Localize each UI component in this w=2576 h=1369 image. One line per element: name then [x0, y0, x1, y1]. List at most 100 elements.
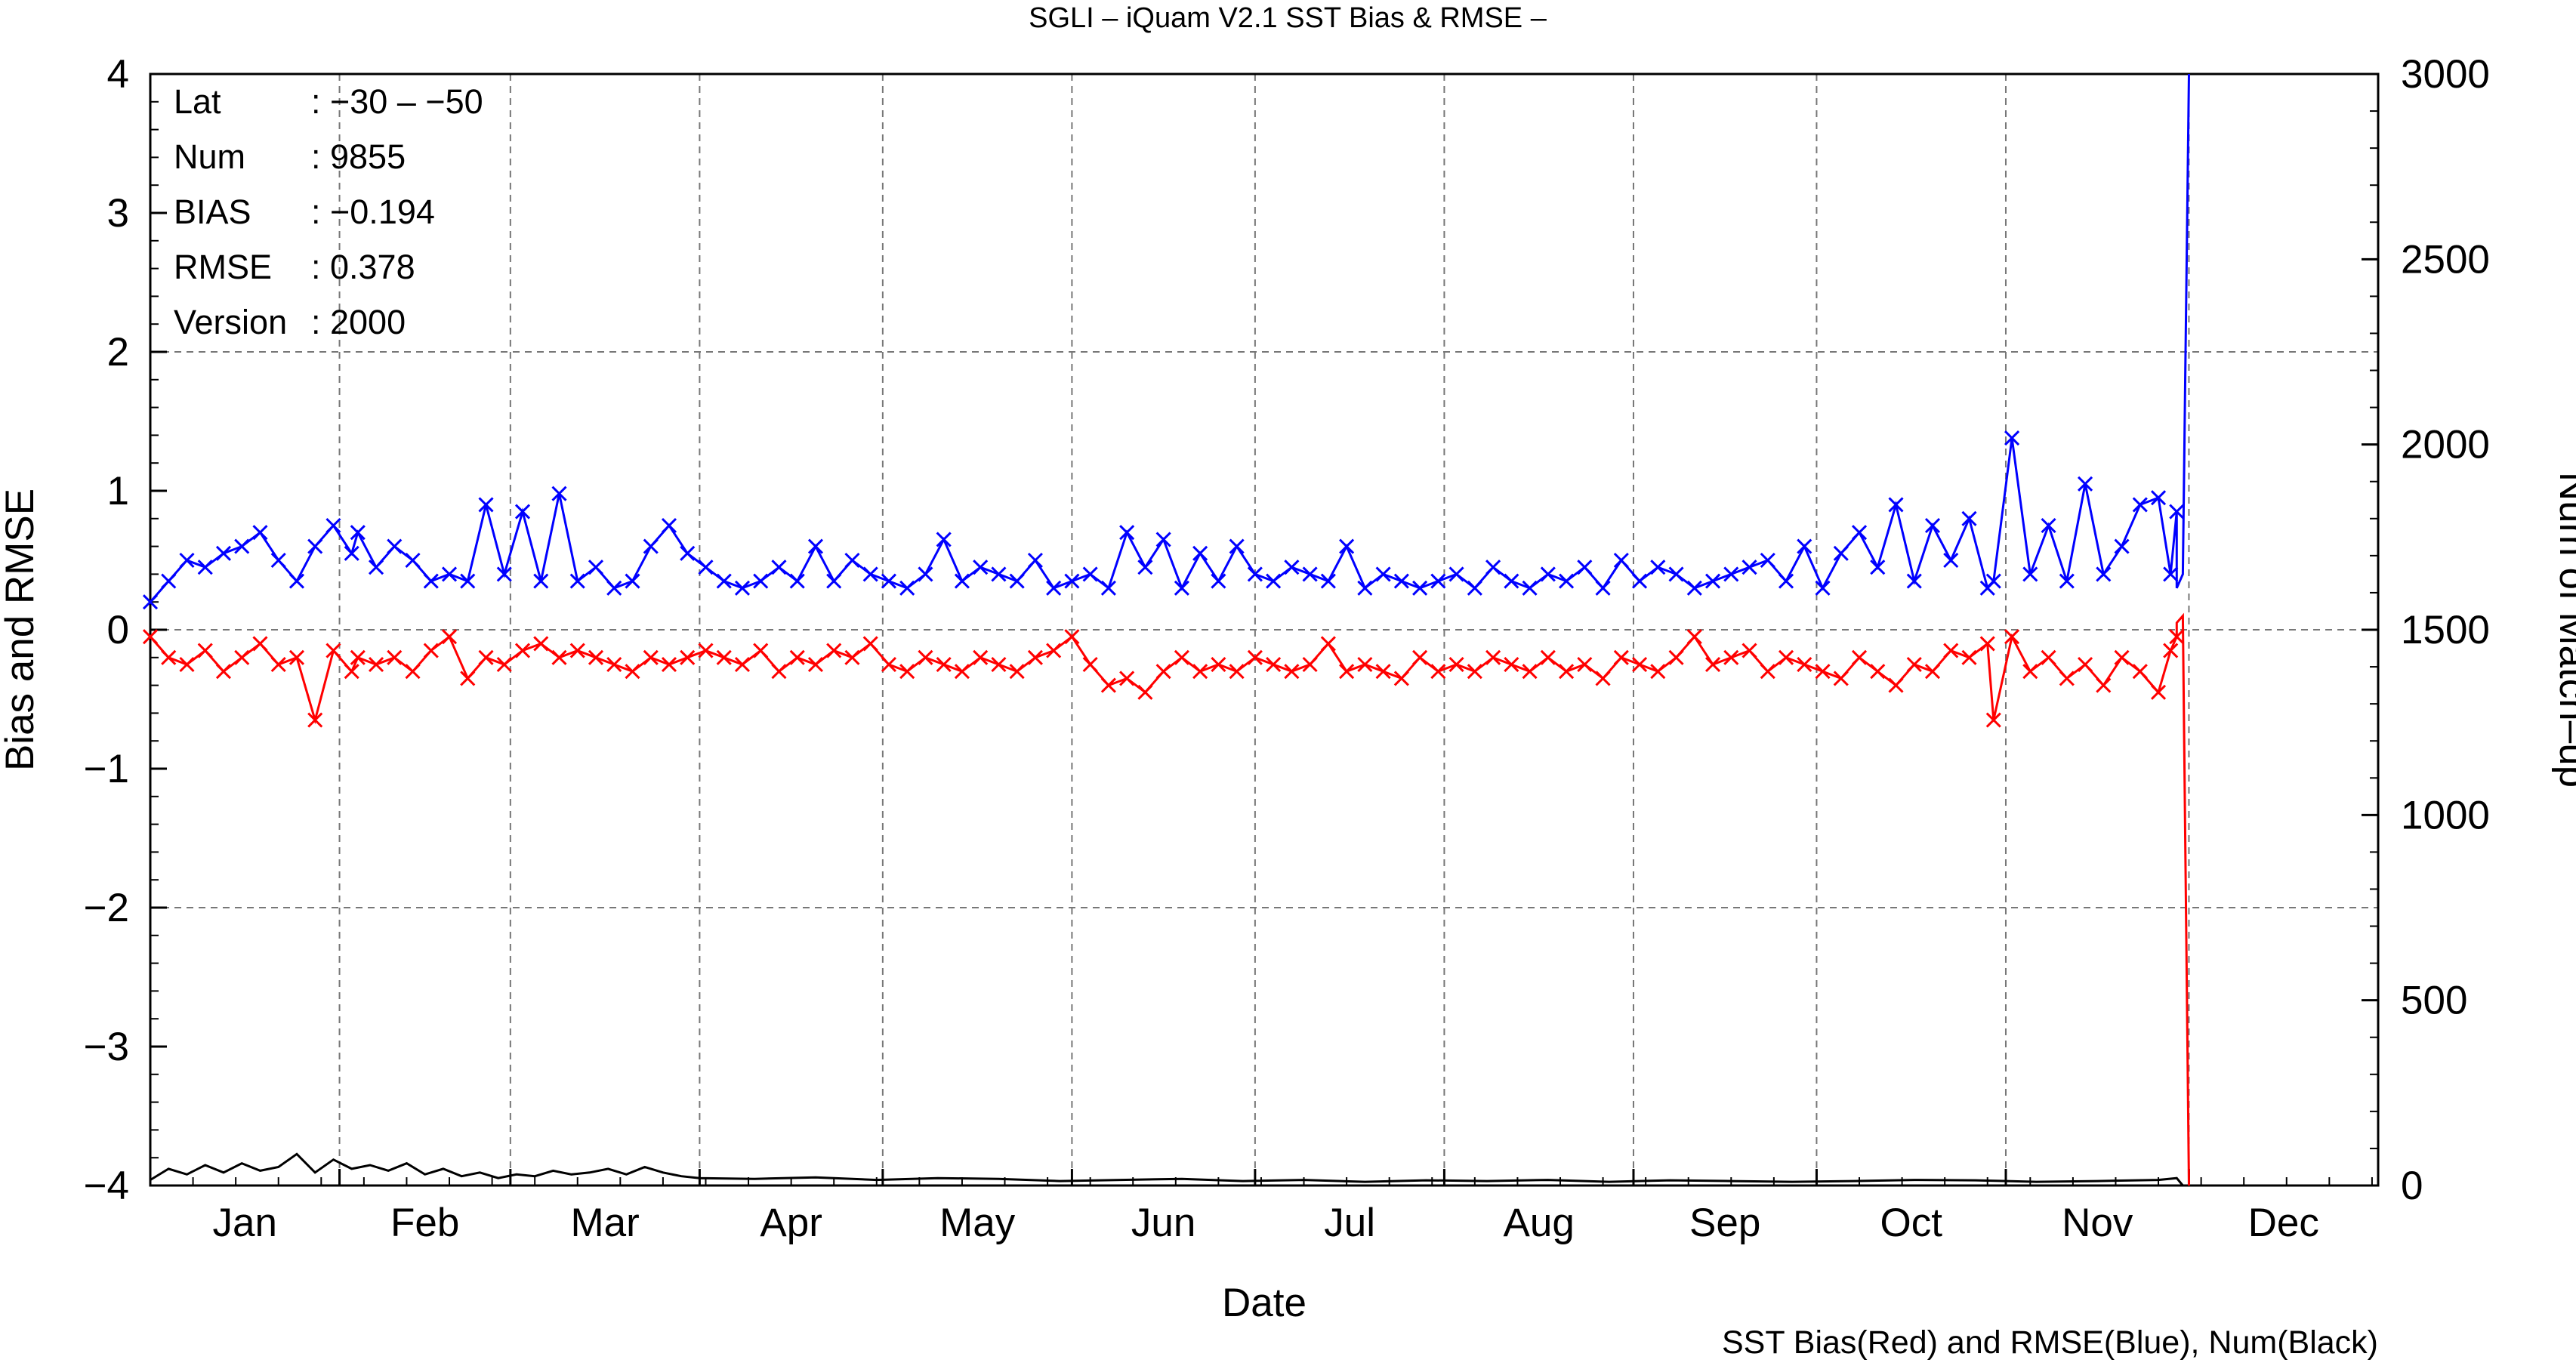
point-marker-rmse	[1211, 573, 1226, 589]
point-marker-bias	[661, 656, 677, 673]
point-marker-bias	[1357, 656, 1373, 673]
point-marker-bias	[1229, 664, 1245, 680]
point-marker-rmse	[954, 573, 970, 589]
point-marker-rmse	[2022, 566, 2038, 582]
point-marker-rmse	[2041, 517, 2056, 534]
point-marker-bias	[1613, 649, 1629, 665]
x-tick-label: Jul	[1324, 1201, 1375, 1245]
point-marker-bias	[1723, 649, 1739, 665]
info-box: Lat: −30 – −50 Num: 9855 BIAS: −0.194 RMSE:…	[174, 82, 483, 341]
y-axis-ticks: −4 −3 −2 −1 0 1 2 3 4	[84, 52, 167, 1208]
y2-tick-label: 1000	[2401, 793, 2490, 837]
point-marker-rmse	[307, 538, 323, 554]
info-value: : −30 – −50	[311, 82, 483, 121]
point-marker-rmse	[405, 552, 421, 569]
y2-tick-label: 3000	[2401, 52, 2490, 97]
y-tick-label: −3	[84, 1025, 129, 1069]
point-marker-rmse	[606, 580, 622, 596]
point-marker-bias	[270, 656, 286, 673]
point-marker-bias	[918, 649, 933, 665]
point-marker-bias	[1266, 656, 1282, 673]
point-marker-rmse	[1229, 538, 1245, 554]
info-value: : 9855	[311, 137, 406, 176]
point-marker-bias	[1192, 664, 1208, 680]
x-tick-label: Aug	[1504, 1201, 1575, 1245]
point-marker-bias	[680, 649, 696, 665]
x-tick-label: Dec	[2248, 1201, 2319, 1245]
info-key: Num	[174, 137, 245, 176]
point-marker-rmse	[1357, 580, 1373, 596]
point-marker-rmse	[569, 573, 585, 589]
point-marker-bias	[1985, 712, 2001, 728]
x-tick-label: Feb	[390, 1201, 459, 1245]
point-marker-rmse	[1815, 580, 1831, 596]
point-marker-bias	[1375, 664, 1391, 680]
point-marker-rmse	[826, 573, 842, 589]
point-marker-bias	[551, 649, 567, 665]
point-marker-bias	[1979, 636, 1995, 652]
point-marker-bias	[899, 664, 915, 680]
point-marker-rmse	[551, 486, 567, 501]
point-marker-bias	[2169, 629, 2185, 645]
point-marker-bias	[753, 643, 769, 658]
point-marker-rmse	[1247, 566, 1263, 582]
point-marker-bias	[179, 656, 195, 673]
point-marker-bias	[405, 664, 421, 680]
point-marker-bias	[234, 649, 250, 665]
point-marker-rmse	[368, 560, 384, 575]
point-marker-rmse	[1833, 545, 1849, 561]
point-marker-bias	[1668, 649, 1684, 665]
point-marker-rmse	[1906, 573, 1922, 589]
y2-axis-label: Num of Match–up	[2551, 472, 2576, 788]
point-marker-rmse	[270, 552, 286, 569]
y2-axis-ticks: 0 500 1000 1500 2000 2500 3000	[2362, 52, 2490, 1208]
point-marker-rmse	[588, 560, 604, 575]
point-marker-rmse	[1650, 560, 1666, 575]
point-marker-rmse	[1375, 566, 1391, 582]
point-marker-bias	[1027, 649, 1043, 665]
point-marker-rmse	[771, 560, 787, 575]
point-marker-bias	[307, 712, 323, 728]
point-marker-bias	[1906, 656, 1922, 673]
point-marker-rmse	[2114, 538, 2130, 554]
point-marker-rmse	[1595, 580, 1611, 596]
point-marker-bias	[643, 649, 659, 665]
series-line-bias	[149, 612, 2190, 1186]
point-marker-rmse	[1064, 573, 1080, 589]
point-marker-bias	[161, 649, 177, 665]
info-value: : −0.194	[311, 193, 435, 231]
point-marker-rmse	[789, 573, 805, 589]
point-marker-rmse	[734, 580, 751, 596]
point-marker-rmse	[1760, 552, 1775, 569]
point-marker-rmse	[1430, 573, 1446, 589]
point-marker-bias	[1888, 677, 1904, 693]
point-marker-bias	[1412, 649, 1428, 665]
series-bias	[142, 612, 2190, 1186]
point-marker-bias	[1943, 643, 1959, 658]
point-marker-bias	[142, 629, 159, 645]
info-key: Lat	[174, 82, 221, 121]
point-marker-bias	[1577, 656, 1593, 673]
info-key: Version	[174, 303, 287, 341]
point-marker-rmse	[1302, 566, 1318, 582]
point-marker-bias	[991, 656, 1007, 673]
point-marker-rmse	[1155, 532, 1171, 547]
point-marker-bias	[1339, 664, 1355, 680]
point-marker-rmse	[1631, 573, 1648, 589]
x-tick-label: Oct	[1880, 1201, 1942, 1245]
point-marker-bias	[881, 656, 897, 673]
y-axis-label: Bias and RMSE	[0, 489, 42, 771]
point-marker-bias	[2114, 649, 2130, 665]
point-marker-rmse	[991, 566, 1007, 582]
point-marker-rmse	[1137, 560, 1153, 575]
x-axis-label: Date	[1222, 1281, 1307, 1325]
point-marker-bias	[1211, 656, 1226, 673]
point-marker-bias	[844, 649, 860, 665]
point-marker-bias	[1924, 664, 1941, 680]
point-marker-rmse	[1668, 566, 1684, 582]
point-marker-rmse	[643, 538, 659, 554]
point-marker-rmse	[1192, 545, 1208, 561]
point-marker-rmse	[1485, 560, 1501, 575]
point-marker-bias	[789, 649, 805, 665]
